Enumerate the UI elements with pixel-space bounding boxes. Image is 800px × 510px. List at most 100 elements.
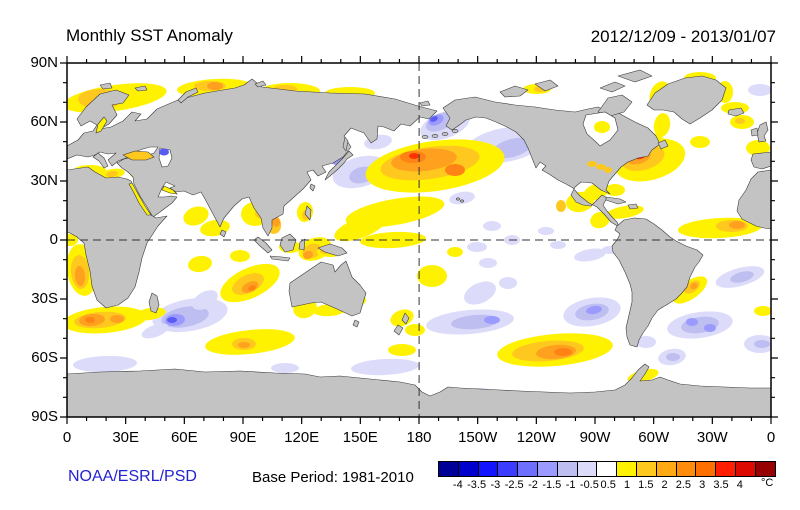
colorbar-tick-label: -2.5 [504, 479, 524, 491]
landmass-aleutian-1 [451, 129, 459, 133]
date-range-label: 2012/12/09 - 2013/01/07 [590, 27, 776, 46]
credit-label: NOAA/ESRL/PSD [68, 468, 197, 485]
colorbar-cell [734, 461, 756, 477]
cold-anomaly-blob [271, 363, 299, 373]
colorbar-cell [536, 461, 558, 477]
black-sea [122, 150, 155, 161]
landmass-africa-east [736, 169, 771, 230]
page-title: Monthly SST Anomaly [66, 26, 233, 45]
warm-anomaly-blob [230, 250, 250, 262]
warm-anomaly-blob [690, 282, 698, 290]
colorbar-cell [635, 461, 657, 477]
landmass-devon [599, 81, 626, 93]
warm-anomaly-blob [110, 315, 124, 323]
cold-anomaly-blob [73, 355, 137, 373]
warm-anomaly-blob [334, 214, 386, 242]
warm-anomaly-blob [447, 247, 463, 257]
landmass-new-zealand-south [393, 324, 404, 336]
landmass-hawaii-1 [456, 197, 460, 201]
lon-label-0w: 0 [766, 429, 776, 446]
caspian-cold-patch [159, 148, 169, 156]
landmass-newfoundland [657, 139, 669, 150]
colorbar-tick-label: -3 [490, 479, 501, 491]
lon-label-120w: 120W [516, 429, 556, 446]
landmass-hawaii-2 [460, 199, 464, 203]
colorbar-tick-label: 3.5 [713, 479, 729, 491]
cold-anomaly-blob [636, 336, 656, 348]
cold-anomaly-blob [449, 191, 475, 205]
warm-anomaly-blob [106, 170, 118, 178]
warm-anomaly-blob [388, 344, 416, 356]
lon-label-0: 0 [62, 429, 72, 446]
landmass-aleutian-4 [421, 135, 429, 139]
colorbar-cell [477, 461, 499, 477]
lon-label-60w: 60W [638, 429, 670, 446]
lat-label-90n: 90N [30, 54, 58, 71]
colorbar-unit-label: °C [761, 477, 774, 489]
lon-label-150w: 150W [458, 429, 498, 446]
persian-gulf [161, 185, 178, 195]
cold-anomaly-blob [464, 281, 496, 305]
warm-anomaly-blob [746, 140, 770, 156]
lat-label-90s: 90S [31, 408, 58, 425]
warm-anomaly-blob [188, 255, 212, 273]
colorbar-cell [556, 461, 578, 477]
axis-ticks [60, 56, 778, 424]
landmass-novaya-zemlya [177, 87, 199, 104]
colorbar-tick-label: 4 [736, 479, 743, 491]
warm-anomaly-blob [74, 266, 86, 286]
colorbar-tick-label: -4 [452, 479, 463, 491]
cold-anomaly-blob [574, 248, 606, 262]
warm-anomaly-blob [690, 136, 710, 148]
landmass-eurasia [67, 78, 438, 237]
landmass-madagascar [148, 292, 160, 314]
colorbar-cell [695, 461, 717, 477]
landmass-aleutian-2 [441, 132, 449, 136]
warm-anomaly-blob [405, 324, 425, 336]
colorbar-cell [715, 461, 736, 477]
landmass-franz-josef [134, 85, 148, 92]
colorbar-cell [616, 461, 637, 477]
colorbar-cell [675, 461, 697, 477]
warm-anomaly-blob [390, 309, 414, 327]
landmass-italy [92, 152, 109, 169]
landmass-java [269, 255, 291, 262]
red-sea [128, 182, 152, 216]
colorbar [438, 461, 776, 477]
colorbar-tick-label: 1 [623, 479, 631, 491]
landmass-new-zealand-north [401, 312, 410, 325]
great-lake-2 [596, 164, 606, 170]
warm-anomaly-blob [238, 342, 250, 348]
landmass-iceland [727, 107, 745, 117]
cold-anomaly-blob [483, 221, 501, 231]
landmass-arctic-islands-1 [499, 85, 529, 98]
landmass-tasmania [352, 319, 360, 328]
hudson-bay-warm-patch [594, 121, 610, 133]
landmass-wrangel [419, 100, 431, 107]
cold-anomaly-blob [499, 277, 517, 289]
lat-label-60s: 60S [31, 349, 58, 366]
cold-anomaly-blob [479, 258, 497, 268]
colorbar-tick-label: -0.5 [579, 479, 599, 491]
landmass-australia [288, 260, 367, 317]
cold-anomaly-blob [167, 317, 177, 323]
reference-lines [67, 63, 771, 417]
base-period-label: Base Period: 1981-2010 [252, 469, 414, 486]
landmass-ellesmere [617, 69, 653, 83]
lon-label-90e: 90E [229, 429, 257, 446]
lon-label-30e: 30E [112, 429, 140, 446]
colorbar-cell [596, 461, 618, 477]
lon-label-180: 180 [406, 429, 432, 446]
inland-seas [95, 111, 619, 216]
colorbar-tick-label: 2 [661, 479, 668, 491]
lat-label-eq: 0 [49, 231, 58, 248]
lon-label-60e: 60E [170, 429, 198, 446]
lon-label-90w: 90W [579, 429, 611, 446]
landmass-cuba [605, 196, 627, 205]
colorbar-cell [497, 461, 519, 477]
warm-anomaly-blob [729, 221, 745, 229]
cold-anomaly-blob [550, 241, 566, 249]
landmass-sri-lanka [219, 229, 227, 238]
landmass-taiwan [309, 183, 316, 192]
